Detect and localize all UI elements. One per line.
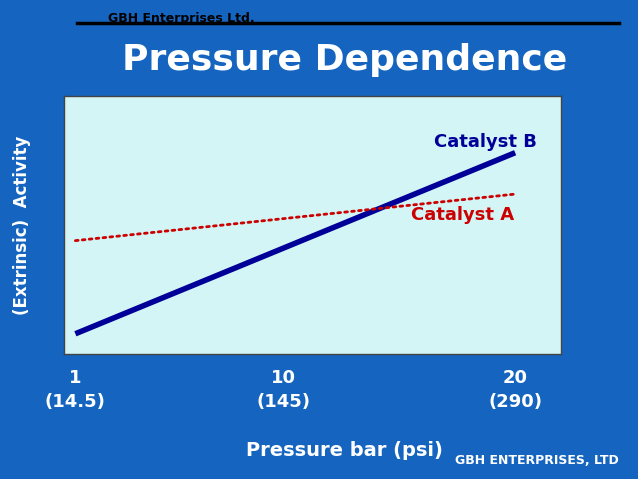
- Text: 1: 1: [69, 369, 82, 387]
- Text: Pressure bar (psi): Pressure bar (psi): [246, 441, 443, 460]
- Text: GBH ENTERPRISES, LTD: GBH ENTERPRISES, LTD: [455, 454, 619, 467]
- Text: (14.5): (14.5): [45, 393, 106, 411]
- Text: (Extrinsic)  Activity: (Extrinsic) Activity: [13, 136, 31, 315]
- Text: 20: 20: [503, 369, 528, 387]
- Text: 10: 10: [271, 369, 296, 387]
- Text: Pressure Dependence: Pressure Dependence: [122, 43, 567, 77]
- Text: Catalyst A: Catalyst A: [411, 206, 514, 224]
- Text: (290): (290): [488, 393, 542, 411]
- Text: (145): (145): [256, 393, 311, 411]
- Text: GBH Enterprises Ltd.: GBH Enterprises Ltd.: [108, 12, 255, 25]
- Text: Catalyst B: Catalyst B: [434, 133, 537, 151]
